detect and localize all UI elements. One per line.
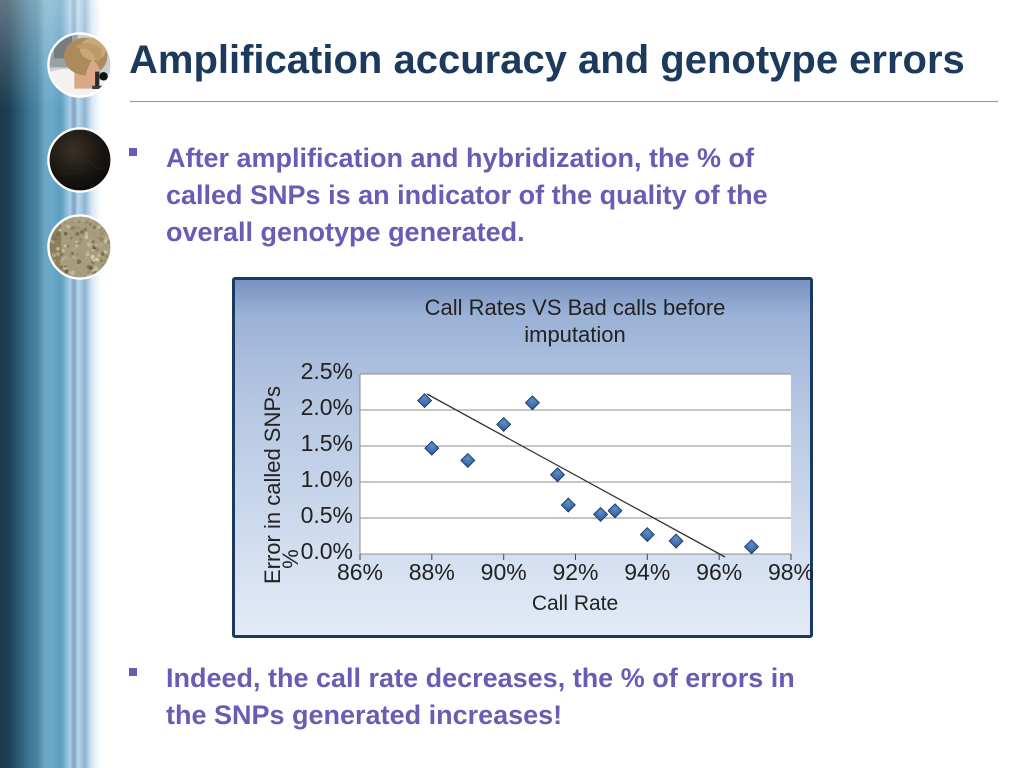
svg-text:1.0%: 1.0%: [301, 466, 353, 492]
svg-text:1.5%: 1.5%: [301, 430, 353, 456]
svg-text:Call Rate: Call Rate: [532, 592, 618, 615]
svg-text:%: %: [278, 549, 303, 569]
svg-text:94%: 94%: [624, 559, 670, 585]
svg-text:92%: 92%: [552, 559, 598, 585]
svg-text:88%: 88%: [409, 559, 455, 585]
svg-text:2.0%: 2.0%: [301, 394, 353, 420]
svg-text:96%: 96%: [696, 559, 742, 585]
svg-text:86%: 86%: [337, 559, 383, 585]
svg-text:90%: 90%: [481, 559, 527, 585]
svg-text:0.5%: 0.5%: [301, 502, 353, 528]
svg-text:imputation: imputation: [524, 322, 626, 347]
svg-text:98%: 98%: [768, 559, 814, 585]
svg-text:Call Rates VS Bad calls before: Call Rates VS Bad calls before: [425, 295, 726, 320]
svg-text:2.5%: 2.5%: [301, 358, 353, 384]
